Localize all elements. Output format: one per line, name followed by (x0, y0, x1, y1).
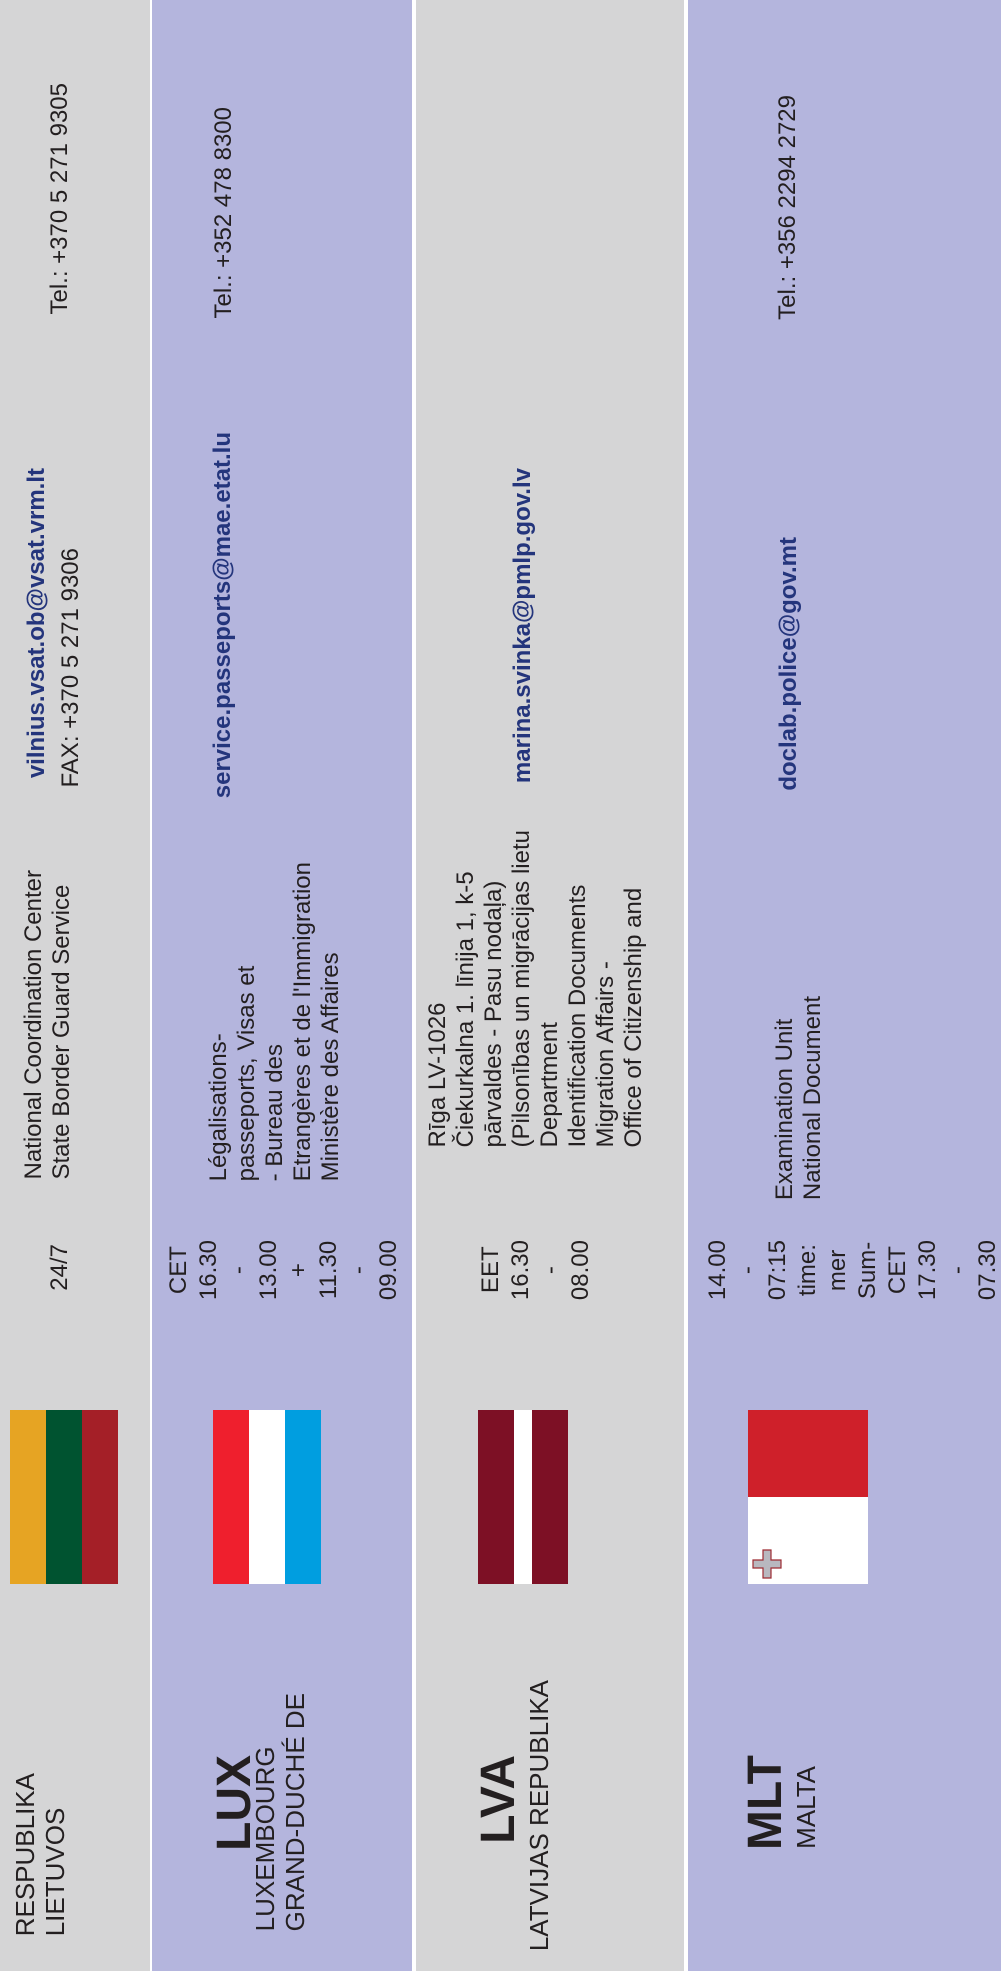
office-name: Rīga LV-1026 Čiekurkalna 1. līnija 1, k-… (424, 830, 648, 1147)
row-divider (152, 826, 412, 830)
office-hours: 14.00 - 07:15 time: mer Sum- CET 17.30 -… (703, 1240, 1001, 1300)
hours-line: time: (794, 1244, 821, 1297)
office-name-line2: Examination Unit (771, 1018, 798, 1201)
hours-line: - (734, 1266, 761, 1275)
hours-line: 11.30 (315, 1240, 342, 1300)
hours-line: 16.30 (507, 1240, 534, 1301)
lithuania-flag-icon (10, 1410, 118, 1584)
country-code: MLT (739, 1755, 792, 1851)
row-divider (0, 1235, 150, 1239)
hours-line: 17.30 (914, 1240, 941, 1301)
country-name-line2: RESPUBLIKA (10, 1772, 40, 1936)
office-hours: CET 16.30 - 13.00 + 11.30 - 09.00 (164, 1240, 404, 1300)
country-name: MALTA (791, 1766, 821, 1849)
office-line: Department (536, 1022, 563, 1148)
office-name: Examination Unit National Document (771, 996, 827, 1200)
hours-line: 14.00 (704, 1240, 731, 1301)
hours-line: + (285, 1263, 312, 1278)
row-divider (688, 826, 1001, 830)
hours-line: - (345, 1266, 372, 1275)
row-divider (688, 356, 1001, 360)
office-name-line1: National Document (799, 996, 826, 1201)
hours-line: 08.00 (567, 1240, 594, 1301)
row-ltu: RESPUBLIKA LIETUVOS 24/7 National Coordi… (0, 0, 150, 1971)
country-name: LUXEMBOURG GRAND-DUCHÉ DE (250, 1693, 310, 1931)
email-link[interactable]: doclab.police@gov.mt (775, 537, 802, 791)
office-line: Migration Affairs - (592, 961, 619, 1148)
phone-number: Tel.: +352 478 8300 (210, 107, 237, 319)
hours-line: 09.00 (375, 1240, 402, 1301)
hours-line: 07.30 (974, 1240, 1001, 1301)
row-divider (416, 1621, 684, 1625)
row-divider (0, 826, 150, 830)
hours-line: - (225, 1266, 252, 1275)
country-name-line1: GRAND-DUCHÉ DE (280, 1692, 310, 1931)
office-line: passeports, Visas et (233, 965, 260, 1182)
hours-line: mer (824, 1249, 851, 1291)
email-link[interactable]: vilnius.vsat.ob@vsat.vrm.lt (23, 468, 50, 779)
email-link[interactable]: service.passeports@mae.etat.lu (209, 432, 236, 799)
hours-line: 13.00 (255, 1240, 282, 1301)
country-name: RESPUBLIKA LIETUVOS (10, 1773, 70, 1936)
country-code: LVA (472, 1755, 525, 1844)
row-divider (0, 356, 150, 360)
row-lux: LUX LUXEMBOURG GRAND-DUCHÉ DE CET 16.30 … (152, 0, 412, 1971)
george-cross-icon (752, 1549, 782, 1579)
hours-line: EET (477, 1246, 504, 1294)
row-divider (0, 1621, 150, 1625)
hours-line: CET (884, 1246, 911, 1295)
hours-line: 16.30 (195, 1240, 222, 1301)
fax-number: FAX: +370 5 271 9306 (57, 548, 84, 788)
office-line: Office of Citizenship and (620, 887, 647, 1148)
phone-number: Tel.: +370 5 271 9305 (46, 83, 73, 315)
office-line: Čiekurkalna 1. līnija 1, k-5 (452, 871, 479, 1148)
office-line: Ministère des Affaires (317, 952, 344, 1182)
row-divider (416, 826, 684, 830)
row-divider (416, 356, 684, 360)
office-hours: EET 16.30 - 08.00 (476, 1240, 596, 1300)
office-name-line2: National Coordination Center (20, 870, 47, 1180)
office-line: Etrangères et de l'Immigration (289, 862, 316, 1182)
country-name: LATVIJAS REPUBLIKA (524, 1679, 554, 1951)
office-line: Rīga LV-1026 (424, 1002, 451, 1148)
row-divider (416, 1235, 684, 1239)
office-name: National Coordination Center State Borde… (20, 870, 76, 1180)
luxembourg-flag-icon (213, 1410, 321, 1584)
row-mlt: MLT MALTA 14.00 - 07:15 time: mer Sum- C… (688, 0, 1001, 1971)
hours-line: - (537, 1266, 564, 1275)
hours-line: 07:15 (764, 1240, 791, 1301)
hours-line: Sum- (854, 1241, 881, 1299)
email-link[interactable]: marina.svinka@pmlp.gov.lv (509, 468, 536, 784)
office-line: pārvaldes - Pasu nodaļa) (480, 880, 507, 1148)
row-divider (688, 1621, 1001, 1625)
row-divider (152, 356, 412, 360)
office-line: (Pilsonības un migrācijas lietu (508, 830, 535, 1148)
row-divider (152, 1621, 412, 1625)
malta-flag-icon (748, 1410, 868, 1584)
row-lva: LVA LATVIJAS REPUBLIKA EET 16.30 - 08.00… (416, 0, 684, 1971)
country-name-line2: LUXEMBOURG (250, 1746, 280, 1931)
hours-line: - (944, 1266, 971, 1275)
office-name-line1: State Border Guard Service (48, 884, 75, 1180)
office-line: Légalisations- (205, 1033, 232, 1182)
country-name-line1: LIETUVOS (40, 1807, 70, 1936)
office-line: - Bureau des (261, 1043, 288, 1182)
phone-number: Tel.: +356 2294 2729 (774, 95, 801, 320)
office-hours: 24/7 (46, 1244, 73, 1291)
hours-line: CET (165, 1246, 192, 1295)
office-line: Identification Documents (564, 884, 591, 1148)
row-divider (152, 1235, 412, 1239)
office-name: Légalisations- passeports, Visas et - Bu… (205, 862, 345, 1181)
latvia-flag-icon (478, 1410, 568, 1584)
